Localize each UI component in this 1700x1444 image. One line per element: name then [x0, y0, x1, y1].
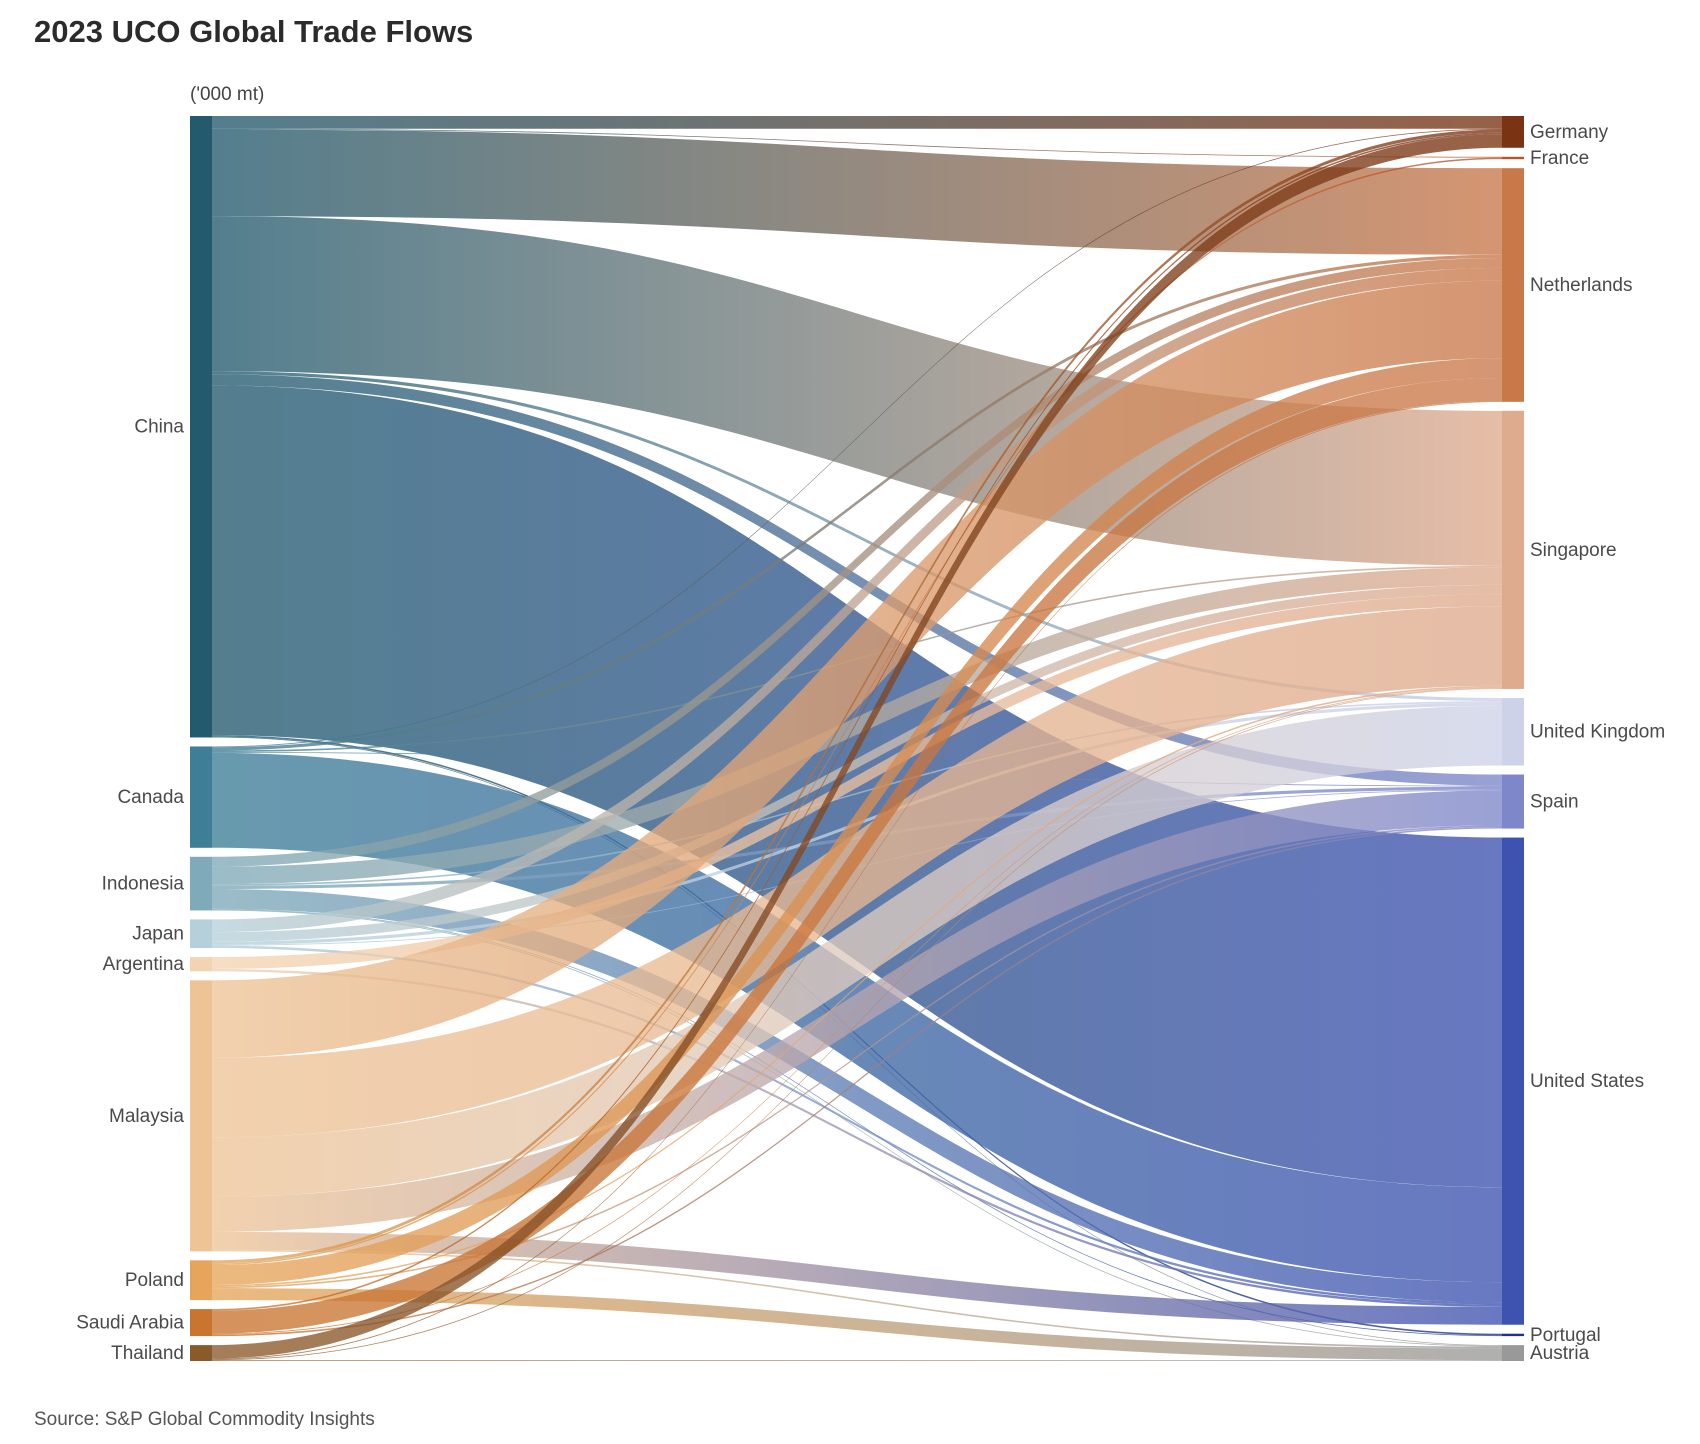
flow-japan-to-netherlands[interactable] [212, 267, 1502, 933]
flow-thailand-to-netherlands[interactable] [212, 401, 1502, 1360]
source-node-indonesia[interactable] [190, 856, 212, 911]
target-node-germany[interactable] [1502, 116, 1524, 148]
source-note: Source: S&P Global Commodity Insights [34, 1409, 375, 1430]
flow-saudi-arabia-to-germany[interactable] [212, 132, 1502, 1311]
flow-china-to-united-kingdom[interactable] [212, 371, 1502, 702]
source-label-japan: Japan [132, 924, 184, 945]
source-label-poland: Poland [125, 1270, 184, 1291]
flow-malaysia-to-netherlands[interactable] [212, 280, 1502, 1058]
target-label-united-kingdom: United Kingdom [1530, 722, 1665, 743]
source-label-argentina: Argentina [103, 954, 185, 975]
target-node-netherlands[interactable] [1502, 168, 1524, 402]
flow-indonesia-to-netherlands[interactable] [212, 257, 1502, 867]
target-label-spain: Spain [1530, 792, 1579, 813]
source-node-argentina[interactable] [190, 957, 212, 972]
flow-canada-to-germany[interactable] [212, 128, 1502, 748]
flow-links [212, 116, 1502, 1362]
source-label-thailand: Thailand [111, 1343, 184, 1364]
target-label-singapore: Singapore [1530, 540, 1617, 561]
flow-indonesia-to-singapore[interactable] [212, 567, 1502, 885]
source-node-japan[interactable] [190, 919, 212, 949]
flow-thailand-to-germany[interactable] [212, 134, 1502, 1359]
source-node-poland[interactable] [190, 1260, 212, 1301]
flow-poland-to-spain[interactable] [212, 825, 1502, 1289]
source-label-malaysia: Malaysia [109, 1106, 184, 1127]
target-node-singapore[interactable] [1502, 410, 1524, 689]
unit-label: ('000 mt) [190, 84, 264, 105]
flow-saudi-arabia-to-spain[interactable] [212, 826, 1502, 1337]
target-label-netherlands: Netherlands [1530, 275, 1632, 296]
source-node-malaysia[interactable] [190, 980, 212, 1252]
flow-indonesia-to-united-states[interactable] [212, 888, 1502, 1303]
source-label-saudi-arabia: Saudi Arabia [76, 1313, 184, 1334]
flow-poland-to-netherlands[interactable] [212, 358, 1502, 1285]
source-label-indonesia: Indonesia [102, 874, 185, 895]
flow-poland-to-germany[interactable] [212, 129, 1502, 1264]
source-node-thailand[interactable] [190, 1345, 212, 1361]
flow-indonesia-to-portugal[interactable] [212, 908, 1502, 1337]
flow-japan-to-united-states[interactable] [212, 945, 1502, 1305]
flow-argentina-to-singapore[interactable] [212, 594, 1502, 969]
target-label-austria: Austria [1530, 1343, 1590, 1364]
flow-poland-to-austria[interactable] [212, 1288, 1502, 1361]
flow-thailand-to-austria[interactable] [212, 1360, 1502, 1362]
flow-japan-to-singapore[interactable] [212, 584, 1502, 942]
flow-saudi-arabia-to-netherlands[interactable] [212, 377, 1502, 1334]
target-node-united-kingdom[interactable] [1502, 697, 1524, 766]
flow-canada-to-netherlands[interactable] [212, 254, 1502, 751]
target-label-portugal: Portugal [1530, 1325, 1601, 1346]
source-node-saudi-arabia[interactable] [190, 1309, 212, 1337]
flow-argentina-to-united-states[interactable] [212, 968, 1502, 1307]
flow-china-to-netherlands[interactable] [212, 129, 1502, 255]
target-node-united-states[interactable] [1502, 837, 1524, 1325]
flow-indonesia-to-united-kingdom[interactable] [212, 701, 1502, 886]
target-label-france: France [1530, 148, 1589, 169]
chart-title: 2023 UCO Global Trade Flows [34, 14, 474, 49]
target-node-france[interactable] [1502, 156, 1524, 160]
source-node-canada[interactable] [190, 746, 212, 848]
flow-poland-to-france[interactable] [212, 157, 1502, 1266]
flow-china-to-germany[interactable] [212, 116, 1502, 129]
flow-poland-to-singapore[interactable] [212, 685, 1502, 1287]
flow-china-to-france[interactable] [212, 128, 1502, 158]
nodes: China Canada Indonesia Japan Argentina Malays… [76, 116, 1665, 1364]
flow-saudi-arabia-to-singapore[interactable] [212, 687, 1502, 1335]
flow-malaysia-to-united-states[interactable] [212, 1231, 1502, 1325]
target-label-united-states: United States [1530, 1071, 1644, 1092]
source-node-china[interactable] [190, 116, 212, 738]
flow-malaysia-to-austria[interactable] [212, 1249, 1502, 1349]
source-label-canada: Canada [117, 787, 184, 808]
flow-indonesia-to-austria[interactable] [212, 909, 1502, 1347]
flow-china-to-spain[interactable] [212, 374, 1502, 786]
target-label-germany: Germany [1530, 122, 1609, 143]
target-node-portugal[interactable] [1502, 1333, 1524, 1337]
flow-malaysia-to-united-kingdom[interactable] [212, 705, 1502, 1197]
flow-malaysia-to-singapore[interactable] [212, 606, 1502, 1138]
target-node-spain[interactable] [1502, 774, 1524, 829]
flow-canada-to-spain[interactable] [212, 752, 1502, 787]
flow-thailand-to-singapore[interactable] [212, 688, 1502, 1361]
target-node-austria[interactable] [1502, 1345, 1524, 1361]
source-label-china: China [134, 417, 184, 438]
